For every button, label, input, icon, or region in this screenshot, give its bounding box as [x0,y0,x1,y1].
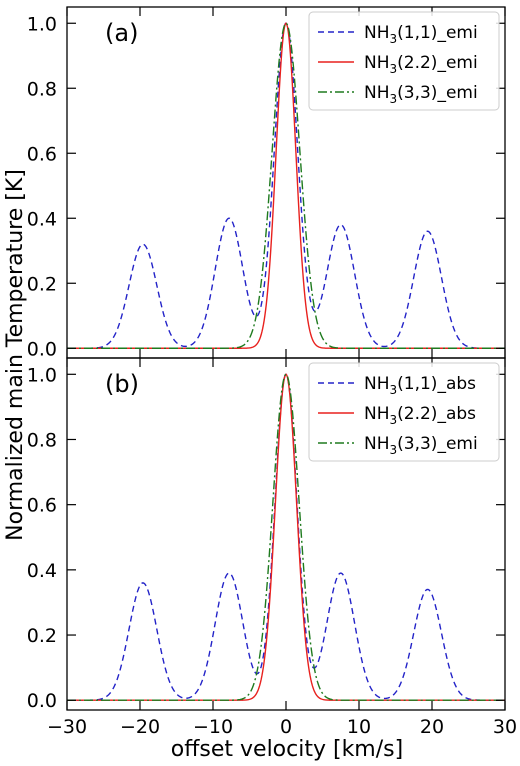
x-tick-label: 10 [347,716,371,738]
panel-label: (b) [105,370,139,398]
panel-b: 0.0 0.2 0.4 0.6 0.8 1.0 −30 −20 −10 0 10 20 30 (b) NH3… [27,357,517,738]
legend-box [308,11,500,111]
legend-entry: NH3(3,3)_emi [364,83,478,106]
x-tick-label: −10 [193,716,233,738]
legend-box [308,362,500,462]
y-tick-label: 0.0 [27,690,57,712]
legend-entry: NH3(2.2)_emi [364,53,478,76]
y-axis-label: Normalized main Temperature [K] [3,169,28,541]
legend: NH3(1,1)_abs NH3(2.2)_abs NH3(3,3)_emi [308,362,500,462]
y-tick-label: 0.6 [27,143,57,165]
y-tick-label: 0.2 [27,273,57,295]
y-tick-label: 0.4 [27,208,57,230]
y-tick-label: 0.4 [27,560,57,582]
legend-entry: NH3(2.2)_abs [364,404,476,427]
y-tick-label: 1.0 [27,364,57,386]
x-tick-label: −30 [47,716,87,738]
legend-entry: NH3(3,3)_emi [364,434,478,457]
x-tick-label: −20 [120,716,160,738]
legend-entry: NH3(1,1)_abs [364,374,476,397]
y-tick-label: 0.6 [27,495,57,517]
y-tick-label: 0.8 [27,78,57,100]
y-tick-label: 0.2 [27,625,57,647]
series-group [67,373,505,701]
x-axis-label: offset velocity [km/s] [171,737,403,762]
y-tick-label: 0.0 [27,338,57,360]
y-tick-label: 0.8 [27,429,57,451]
y-tick-label: 1.0 [27,13,57,35]
x-tick-label: 0 [280,716,292,738]
legend: NH3(1,1)_emi NH3(2.2)_emi NH3(3,3)_emi [308,11,500,111]
legend-entry: NH3(1,1)_emi [364,23,478,46]
x-tick-label: 20 [420,716,444,738]
series-line-2 [67,373,505,701]
series-line-2 [67,22,505,349]
panel-label: (a) [105,19,138,47]
x-tick-label: 30 [493,716,517,738]
series-group [67,22,505,349]
panel-a: 0.0 0.2 0.4 0.6 0.8 1.0 (a) NH3(1,1)_emi NH3(2.2… [27,6,506,360]
